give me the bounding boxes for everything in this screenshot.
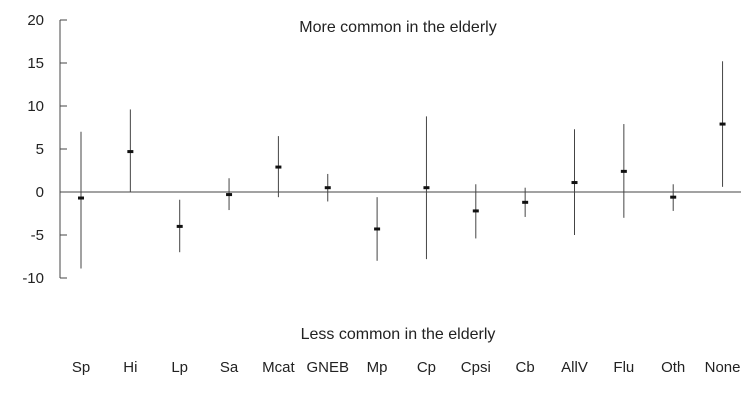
y-tick-label: 10	[27, 98, 44, 115]
y-tick-label: 15	[27, 55, 44, 72]
error-bar-sa	[226, 178, 233, 211]
y-tick-label: 20	[27, 12, 44, 29]
x-category-label: Flu	[613, 359, 634, 376]
x-category-label: Oth	[661, 359, 685, 376]
y-axis: -10 -5 0 5 10 15 20	[22, 12, 67, 287]
x-category-label: Cp	[417, 359, 436, 376]
estimate-marker	[670, 195, 677, 199]
error-bar-cp	[423, 116, 430, 260]
error-bar-sp	[78, 131, 84, 269]
x-category-label: Cpsi	[461, 359, 491, 376]
error-bar-lp	[176, 199, 183, 253]
estimate-marker	[522, 200, 529, 204]
x-category-label: AllV	[561, 359, 588, 376]
estimate-marker	[176, 224, 183, 228]
estimate-marker	[226, 193, 233, 197]
x-category-label: GNEB	[306, 359, 349, 376]
x-category-label: Mp	[367, 359, 388, 376]
y-tick-label: -10	[22, 270, 44, 287]
error-bar-oth	[670, 184, 677, 211]
estimate-marker	[127, 150, 134, 154]
estimate-marker	[719, 122, 726, 126]
x-category-label: Hi	[123, 359, 137, 376]
annotation-less-common: Less common in the elderly	[301, 326, 496, 343]
annotation-more-common: More common in the elderly	[299, 19, 496, 36]
y-tick-label: 5	[36, 141, 44, 158]
x-category-label: Sa	[220, 359, 239, 376]
x-category-label: Mcat	[262, 359, 295, 376]
estimate-marker	[423, 186, 430, 190]
estimate-marker	[324, 186, 331, 190]
x-category-label: Sp	[72, 359, 90, 376]
error-bar-none	[719, 61, 726, 187]
estimate-marker	[472, 209, 479, 213]
error-bar-flu	[620, 124, 627, 218]
y-tick-label: 0	[36, 184, 44, 201]
estimate-marker	[275, 165, 282, 169]
error-bar-gneb	[324, 173, 331, 202]
x-category-labels: Sp Hi Lp Sa Mcat GNEB Mp Cp Cpsi Cb AllV Flu Oth None	[72, 359, 741, 376]
error-bar-cb	[522, 187, 529, 217]
error-bar-cpsi	[472, 184, 479, 239]
error-bar-allv	[571, 129, 578, 235]
error-bar-hi	[127, 109, 134, 192]
y-tick-label: -5	[31, 227, 44, 244]
estimate-marker	[374, 227, 381, 231]
estimate-marker	[571, 181, 578, 185]
estimate-marker	[620, 169, 627, 173]
error-bars	[78, 61, 726, 269]
x-category-label: Cb	[516, 359, 535, 376]
error-bar-mcat	[275, 136, 282, 198]
error-bar-mp	[374, 197, 381, 261]
x-category-label: Lp	[171, 359, 188, 376]
x-category-label: None	[705, 359, 741, 376]
estimate-marker	[78, 196, 84, 200]
